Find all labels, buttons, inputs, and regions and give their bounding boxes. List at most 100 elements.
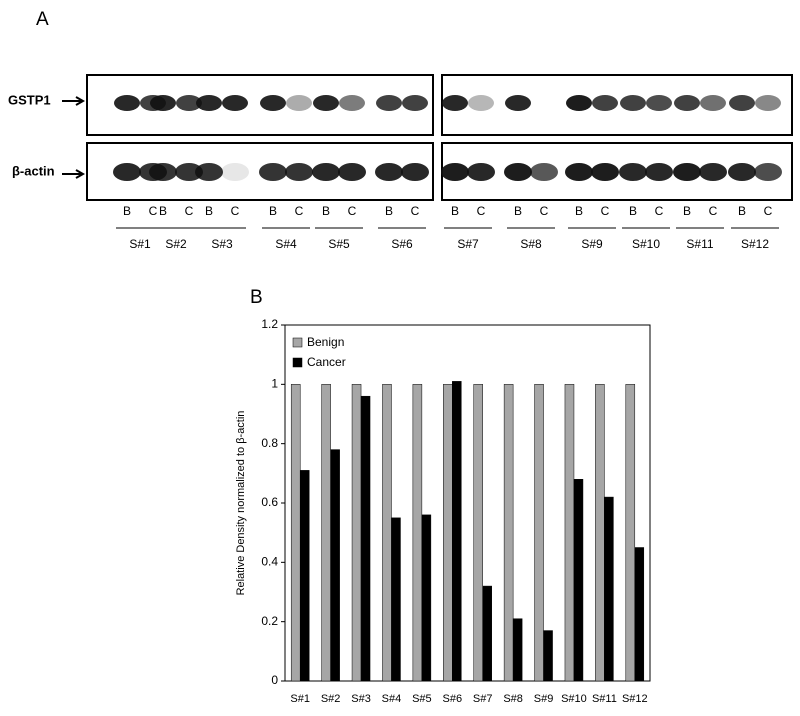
bar [299, 470, 310, 682]
band [113, 163, 141, 181]
band [754, 163, 782, 181]
band [114, 95, 140, 111]
x-tick-label: S#9 [534, 693, 554, 705]
lane-label: B [385, 204, 393, 218]
band [468, 95, 494, 111]
x-tick-label: S#7 [473, 693, 493, 705]
lane-label: B [514, 204, 522, 218]
bar [330, 449, 340, 682]
lane-label: C [540, 204, 549, 218]
bar [595, 384, 605, 682]
lane-label: C [709, 204, 718, 218]
lane-label: B [575, 204, 583, 218]
sample-label: S#11 [686, 237, 713, 251]
x-tick-label: S#12 [622, 693, 648, 705]
lane-label: B [269, 204, 277, 218]
bar [290, 384, 301, 682]
blot-label: β-actin [12, 163, 55, 178]
lane-label: C [601, 204, 610, 218]
band [259, 163, 287, 181]
band [402, 95, 428, 111]
band [467, 163, 495, 181]
y-tick-label: 0.8 [261, 436, 278, 450]
panel-label: A [36, 9, 49, 30]
bar [543, 630, 553, 682]
y-tick-label: 1 [271, 377, 278, 391]
sample-label: S#4 [275, 237, 297, 251]
band [338, 163, 366, 181]
legend-label: Benign [307, 335, 344, 349]
bar [443, 384, 453, 682]
legend-label: Cancer [307, 355, 346, 369]
bar [452, 381, 462, 682]
y-tick-label: 1.2 [261, 317, 278, 331]
lane-label: B [322, 204, 330, 218]
x-tick-label: S#5 [412, 693, 432, 705]
lane-label: B [159, 204, 167, 218]
band [591, 163, 619, 181]
arrow [62, 96, 86, 106]
band [149, 163, 177, 181]
band [674, 95, 700, 111]
sample-label: S#2 [165, 237, 187, 251]
y-tick-label: 0.2 [261, 614, 278, 628]
lane-label: C [477, 204, 486, 218]
lane-label: C [411, 204, 420, 218]
band [222, 95, 248, 111]
sample-label: S#6 [391, 237, 413, 251]
band [699, 163, 727, 181]
lane-label: B [738, 204, 746, 218]
bar [360, 395, 371, 682]
band [441, 163, 469, 181]
band [729, 95, 755, 111]
band [646, 95, 672, 111]
sample-label: S#12 [741, 237, 769, 251]
lane-label: C [231, 204, 240, 218]
x-tick-label: S#2 [321, 693, 341, 705]
x-tick-label: S#3 [351, 693, 371, 705]
band [566, 95, 592, 111]
bar [473, 384, 483, 682]
band [592, 95, 618, 111]
band [505, 95, 531, 111]
arrow [62, 169, 86, 179]
lane-label: C [764, 204, 773, 218]
panel-label: B [250, 287, 263, 308]
x-tick-label: S#4 [382, 693, 402, 705]
x-tick-label: S#10 [561, 693, 587, 705]
lane-label: C [295, 204, 304, 218]
band [286, 95, 312, 111]
lane-label: B [629, 204, 637, 218]
band [221, 163, 249, 181]
bar [321, 384, 331, 682]
sample-label: S#9 [581, 237, 603, 251]
band [728, 163, 756, 181]
lane-label: C [149, 204, 158, 218]
band [260, 95, 286, 111]
sample-label: S#5 [328, 237, 350, 251]
bar [534, 384, 544, 682]
bar [351, 384, 362, 682]
band [700, 95, 726, 111]
blot-label: GSTP1 [8, 92, 51, 107]
band [195, 163, 223, 181]
sample-label: S#1 [129, 237, 151, 251]
bar [412, 384, 423, 682]
bar [391, 517, 401, 682]
bar [482, 585, 492, 682]
bar [512, 618, 523, 682]
band [313, 95, 339, 111]
lane-label: C [348, 204, 357, 218]
sample-label: S#7 [457, 237, 479, 251]
bar [421, 514, 432, 682]
band [196, 95, 222, 111]
band [645, 163, 673, 181]
band [375, 163, 403, 181]
band [150, 95, 176, 111]
band [285, 163, 313, 181]
lane-label: B [123, 204, 131, 218]
sample-label: S#3 [211, 237, 233, 251]
band [401, 163, 429, 181]
legend-swatch [292, 357, 303, 368]
